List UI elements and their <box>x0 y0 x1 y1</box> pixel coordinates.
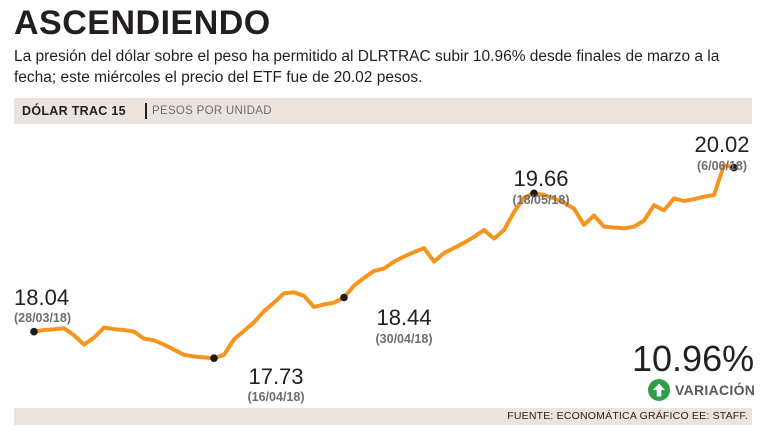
series-label: DÓLAR TRAC 15 <box>22 104 126 118</box>
data-point-marker <box>210 354 218 363</box>
data-point-marker <box>730 163 738 172</box>
data-label-value: 20.02 <box>694 132 749 157</box>
source-text: FUENTE: ECONOMÁTICA GRÁFICO EE: STAFF. <box>507 410 748 422</box>
data-label-value: 18.44 <box>376 305 431 330</box>
data-point-marker <box>530 189 538 198</box>
data-label-date: (18/05/18) <box>513 193 570 207</box>
up-arrow-circle-icon <box>648 379 670 401</box>
source-band: FUENTE: ECONOMÁTICA GRÁFICO EE: STAFF. <box>14 408 752 425</box>
data-label-value: 17.73 <box>248 364 303 389</box>
data-point-marker <box>30 327 38 336</box>
price-series-line <box>32 163 736 361</box>
variation-value: 10.96% <box>632 338 755 379</box>
data-label-date: (16/04/18) <box>248 390 305 404</box>
data-label-date: (28/03/18) <box>14 311 71 325</box>
data-label-date: (30/04/18) <box>376 332 433 346</box>
chart-title: ASCENDIENDO <box>14 4 271 42</box>
series-header-band: DÓLAR TRAC 15 PESOS POR UNIDAD <box>14 98 752 124</box>
header-separator <box>145 103 147 119</box>
variation-label: VARIACIÓN <box>675 382 756 398</box>
data-label-value: 19.66 <box>513 166 568 191</box>
data-label-value: 18.04 <box>14 285 69 310</box>
unit-label: PESOS POR UNIDAD <box>152 105 272 117</box>
chart-subtitle: La presión del dólar sobre el peso ha pe… <box>14 48 720 86</box>
data-point-marker <box>340 293 348 302</box>
data-label-date: (6/06/18) <box>697 159 747 173</box>
